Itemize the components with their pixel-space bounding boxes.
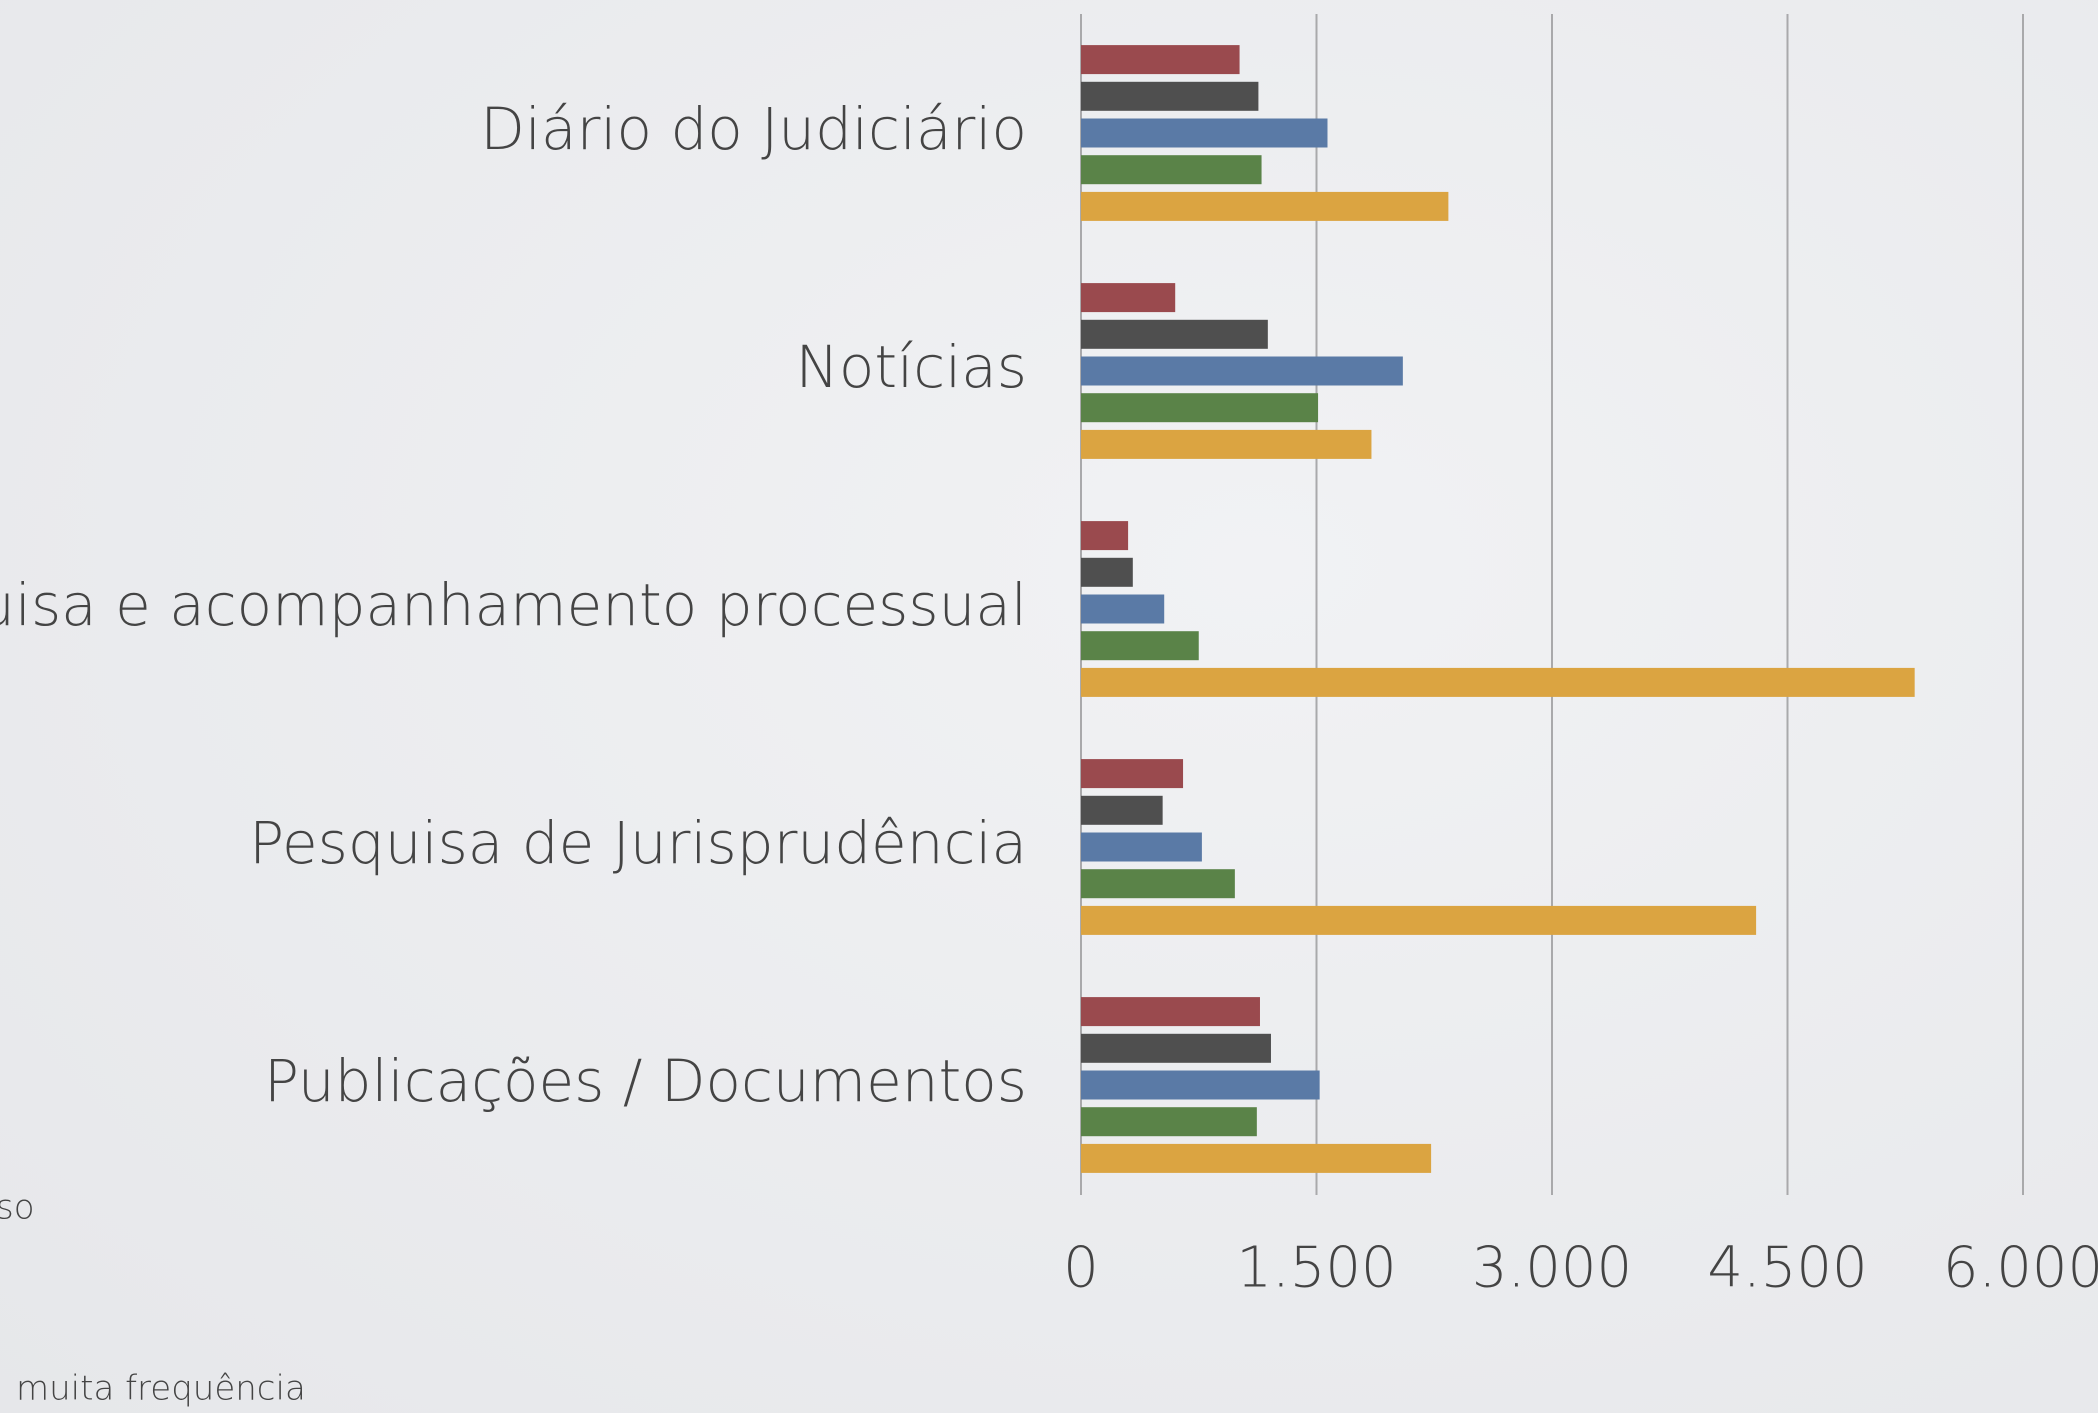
bar xyxy=(1081,594,1165,624)
category-label: Pesquisa de Jurisprudência xyxy=(249,809,1027,877)
category-label: Diário do Judiciário xyxy=(480,95,1027,163)
legend-fragment: so xyxy=(0,1188,35,1228)
bar xyxy=(1081,356,1403,386)
category-label: Notícias xyxy=(796,333,1028,401)
bar xyxy=(1081,45,1240,75)
bar xyxy=(1081,191,1449,221)
bar xyxy=(1081,667,1915,697)
bar xyxy=(1081,832,1202,862)
bar xyxy=(1081,319,1268,349)
bar xyxy=(1081,429,1372,459)
bar xyxy=(1081,1107,1257,1137)
bar xyxy=(1081,155,1262,185)
bar xyxy=(1081,795,1163,825)
bar xyxy=(1081,1143,1432,1173)
bar xyxy=(1081,1070,1320,1100)
bar xyxy=(1081,521,1129,551)
bar xyxy=(1081,759,1184,789)
category-label: Pesquisa e acompanhamento processual xyxy=(0,571,1027,639)
x-tick-label: 0 xyxy=(1063,1235,1099,1300)
bar xyxy=(1081,393,1319,423)
bar xyxy=(1081,283,1176,313)
bar xyxy=(1081,118,1328,148)
x-tick-label: 1.500 xyxy=(1236,1235,1396,1300)
category-label: Publicações / Documentos xyxy=(264,1047,1027,1115)
bar xyxy=(1081,997,1260,1027)
x-tick-label: 3.000 xyxy=(1472,1235,1632,1300)
bar xyxy=(1081,1033,1271,1063)
x-tick-label: 6.000 xyxy=(1943,1235,2098,1300)
bar xyxy=(1081,557,1133,587)
bar xyxy=(1081,869,1235,899)
bar xyxy=(1081,905,1757,935)
bar xyxy=(1081,81,1259,111)
bar xyxy=(1081,631,1199,661)
legend-fragment: muita frequência xyxy=(16,1369,306,1409)
x-tick-label: 4.500 xyxy=(1707,1235,1867,1300)
